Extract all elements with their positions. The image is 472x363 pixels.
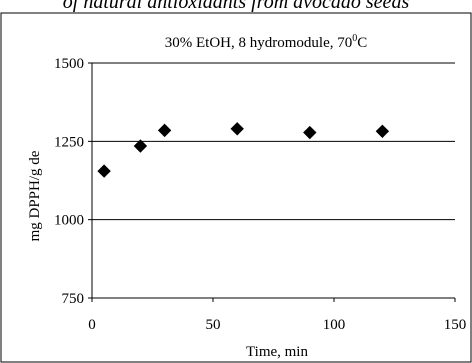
figure-caption: of natural antioxidants from avocado see… bbox=[62, 0, 410, 12]
chart-border bbox=[0, 12, 472, 363]
data-point bbox=[230, 122, 244, 136]
x-tick-label: 100 bbox=[323, 317, 346, 333]
chart-title-suffix: C bbox=[357, 35, 367, 51]
data-point bbox=[375, 124, 390, 139]
chart-title: 30% EtOH, 8 hydromodule, 700C bbox=[165, 33, 368, 51]
x-tick-label: 150 bbox=[444, 317, 467, 333]
data-point bbox=[133, 139, 148, 153]
y-axis-label: mg DPPH/g de bbox=[27, 150, 43, 241]
y-tick-label: 750 bbox=[62, 291, 85, 307]
plot-area: 750 1000 1250 1500 0 50 100 150 bbox=[54, 56, 466, 333]
data-point bbox=[157, 123, 172, 138]
y-tick-label: 1250 bbox=[54, 134, 84, 150]
x-axis-label: Time, min bbox=[246, 344, 308, 360]
y-tick-label: 1000 bbox=[54, 213, 84, 229]
x-tick-label: 0 bbox=[88, 317, 96, 333]
x-tick-label: 50 bbox=[206, 317, 221, 333]
y-tick-label: 1500 bbox=[54, 56, 84, 72]
data-point bbox=[303, 125, 317, 140]
data-point bbox=[97, 164, 111, 178]
chart-title-main: 30% EtOH, 8 hydromodule, 70 bbox=[165, 35, 352, 51]
chart-title-superscript: 0 bbox=[352, 33, 357, 44]
